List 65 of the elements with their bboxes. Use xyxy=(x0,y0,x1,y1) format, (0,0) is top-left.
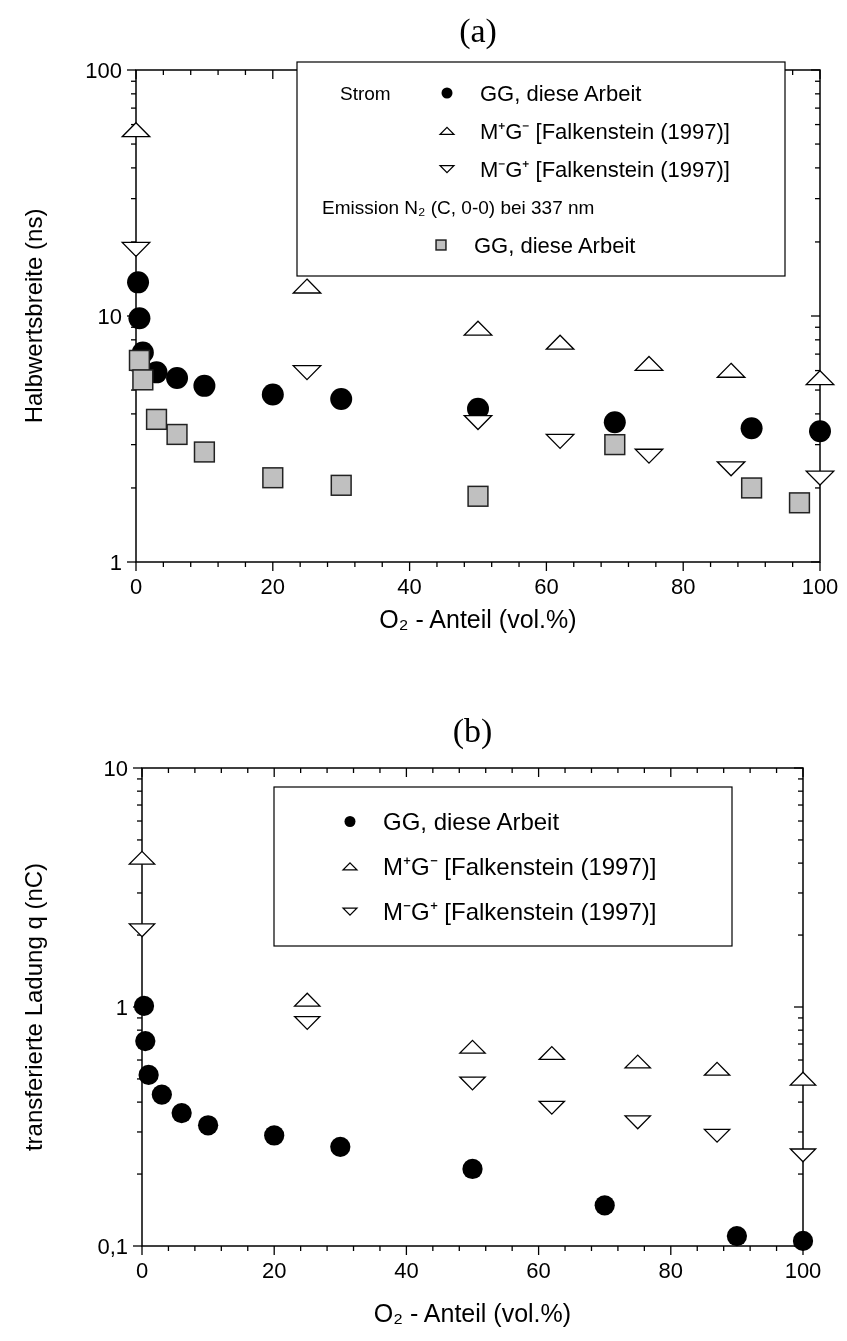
point xyxy=(151,1084,172,1105)
point xyxy=(809,420,831,443)
point xyxy=(604,433,626,456)
x-tick-label: 60 xyxy=(534,574,559,599)
point xyxy=(138,1064,159,1085)
legend-label: GG, diese Arbeit xyxy=(383,807,560,835)
point xyxy=(264,1125,285,1146)
annotation: Strom xyxy=(340,83,391,104)
x-tick-label: 0 xyxy=(135,1258,149,1283)
y-axis-title: Halbwertsbreite (ns) xyxy=(20,208,47,424)
x-axis-title: O₂ - Anteil (vol.%) xyxy=(379,605,577,633)
point xyxy=(740,477,763,499)
point xyxy=(330,474,352,496)
x-tick-label: 40 xyxy=(397,574,422,599)
point xyxy=(330,1136,351,1157)
y-tick-label: 1 xyxy=(109,550,122,575)
point xyxy=(127,271,150,294)
point xyxy=(261,383,284,406)
point xyxy=(262,467,284,489)
x-tick-label: 20 xyxy=(261,1258,287,1283)
point xyxy=(788,492,811,514)
point xyxy=(193,374,216,397)
annotation: Emission N₂ (C, 0-0) bei 337 nm xyxy=(322,197,595,218)
x-tick-label: 0 xyxy=(129,574,143,599)
point xyxy=(132,369,154,391)
legend-label: M⁺G⁻ [Falkenstein (1997)] xyxy=(383,852,657,880)
chart-title: (a) xyxy=(459,12,497,50)
point xyxy=(197,1115,219,1136)
point xyxy=(166,366,189,389)
point xyxy=(128,349,151,372)
point xyxy=(171,1102,192,1124)
point xyxy=(128,307,151,330)
legend-label: GG, diese Arbeit xyxy=(480,81,642,106)
y-tick-label: 100 xyxy=(85,58,122,83)
x-axis-title: O₂ - Anteil (vol.%) xyxy=(373,1299,572,1327)
x-tick-label: 100 xyxy=(801,574,839,599)
legend-label: GG, diese Arbeit xyxy=(474,233,636,258)
point xyxy=(330,387,353,410)
point xyxy=(133,995,155,1017)
y-axis-title: transferierte Ladung q (nC) xyxy=(20,862,47,1152)
x-tick-label: 100 xyxy=(784,1258,822,1283)
legend-label: M⁻G⁺ [Falkenstein (1997)] xyxy=(480,157,730,182)
y-tick-label: 10 xyxy=(103,756,128,781)
x-tick-label: 40 xyxy=(394,1258,419,1283)
x-tick-label: 20 xyxy=(260,574,286,599)
y-tick-label: 10 xyxy=(97,304,122,329)
point xyxy=(740,417,763,440)
point xyxy=(166,423,188,446)
point xyxy=(462,1158,483,1180)
point xyxy=(467,485,489,507)
legend-label: M⁺G⁻ [Falkenstein (1997)] xyxy=(480,119,730,144)
x-tick-label: 80 xyxy=(670,574,696,599)
point xyxy=(792,1230,814,1252)
legend-label: M⁻G⁺ [Falkenstein (1997)] xyxy=(383,897,657,925)
x-tick-label: 60 xyxy=(526,1258,551,1283)
point xyxy=(726,1225,748,1247)
point xyxy=(193,441,216,463)
point xyxy=(135,1030,156,1052)
y-tick-label: 0,1 xyxy=(97,1234,128,1259)
point xyxy=(145,408,168,431)
x-tick-label: 80 xyxy=(658,1258,684,1283)
y-tick-label: 1 xyxy=(115,995,128,1020)
chart-title: (b) xyxy=(452,712,493,750)
point xyxy=(594,1195,615,1216)
point xyxy=(603,411,626,434)
